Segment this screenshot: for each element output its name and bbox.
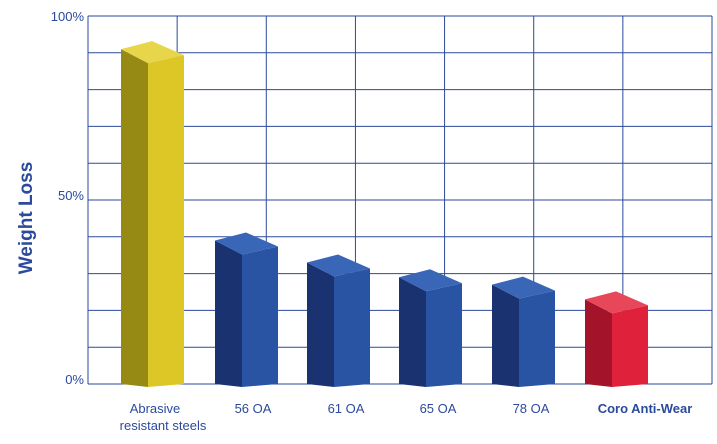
bar-front-face xyxy=(612,305,648,387)
x-tick-label-line: 65 OA xyxy=(420,401,457,416)
x-tick-label-line: 78 OA xyxy=(513,401,550,416)
bar-side-face xyxy=(215,240,242,387)
bar-4 xyxy=(399,269,462,387)
bar-6 xyxy=(585,291,648,387)
y-tick-label: 0% xyxy=(65,372,84,387)
y-tick-label: 50% xyxy=(58,188,84,203)
bar-top-face xyxy=(585,291,648,314)
bar-side-face xyxy=(585,299,612,387)
y-tick-label: 100% xyxy=(51,9,85,24)
bar-top-face xyxy=(492,276,555,299)
bar-front-face xyxy=(242,246,278,387)
x-tick-label: 78 OA xyxy=(513,401,550,416)
bar-front-face xyxy=(334,268,370,387)
bar-2 xyxy=(215,232,278,387)
bar-5 xyxy=(492,276,555,387)
x-tick-label: 61 OA xyxy=(328,401,365,416)
y-axis-ticks: 0% 50% 100% xyxy=(51,9,85,387)
x-tick-label: 65 OA xyxy=(420,401,457,416)
bar-top-face xyxy=(307,254,370,277)
x-axis-categories: Abrasive resistant steels 56 OA 61 OA 65 OA 7… xyxy=(120,401,693,433)
bar-top-face xyxy=(215,232,278,255)
x-tick-label-line: 56 OA xyxy=(235,401,272,416)
x-tick-label: Coro Anti-Wear xyxy=(598,401,693,416)
y-axis-title: Weight Loss xyxy=(16,162,37,275)
x-tick-label: Abrasive resistant steels xyxy=(120,401,207,433)
x-tick-label: 56 OA xyxy=(235,401,272,416)
bar-side-face xyxy=(492,284,519,387)
bars xyxy=(121,41,648,388)
bar-front-face xyxy=(148,55,184,388)
bar-front-face xyxy=(519,290,555,387)
bar-top-face xyxy=(121,41,184,64)
bar-1 xyxy=(121,41,184,388)
bar-3 xyxy=(307,254,370,387)
x-tick-label-line: 61 OA xyxy=(328,401,365,416)
bar-side-face xyxy=(307,262,334,387)
x-tick-label-line: Abrasive xyxy=(130,401,181,416)
x-tick-label-line: Coro Anti-Wear xyxy=(598,401,693,416)
bar-front-face xyxy=(426,283,462,387)
x-tick-label-line: resistant steels xyxy=(120,418,207,433)
bar-side-face xyxy=(399,277,426,387)
bar-side-face xyxy=(121,49,148,388)
bar-top-face xyxy=(399,269,462,292)
